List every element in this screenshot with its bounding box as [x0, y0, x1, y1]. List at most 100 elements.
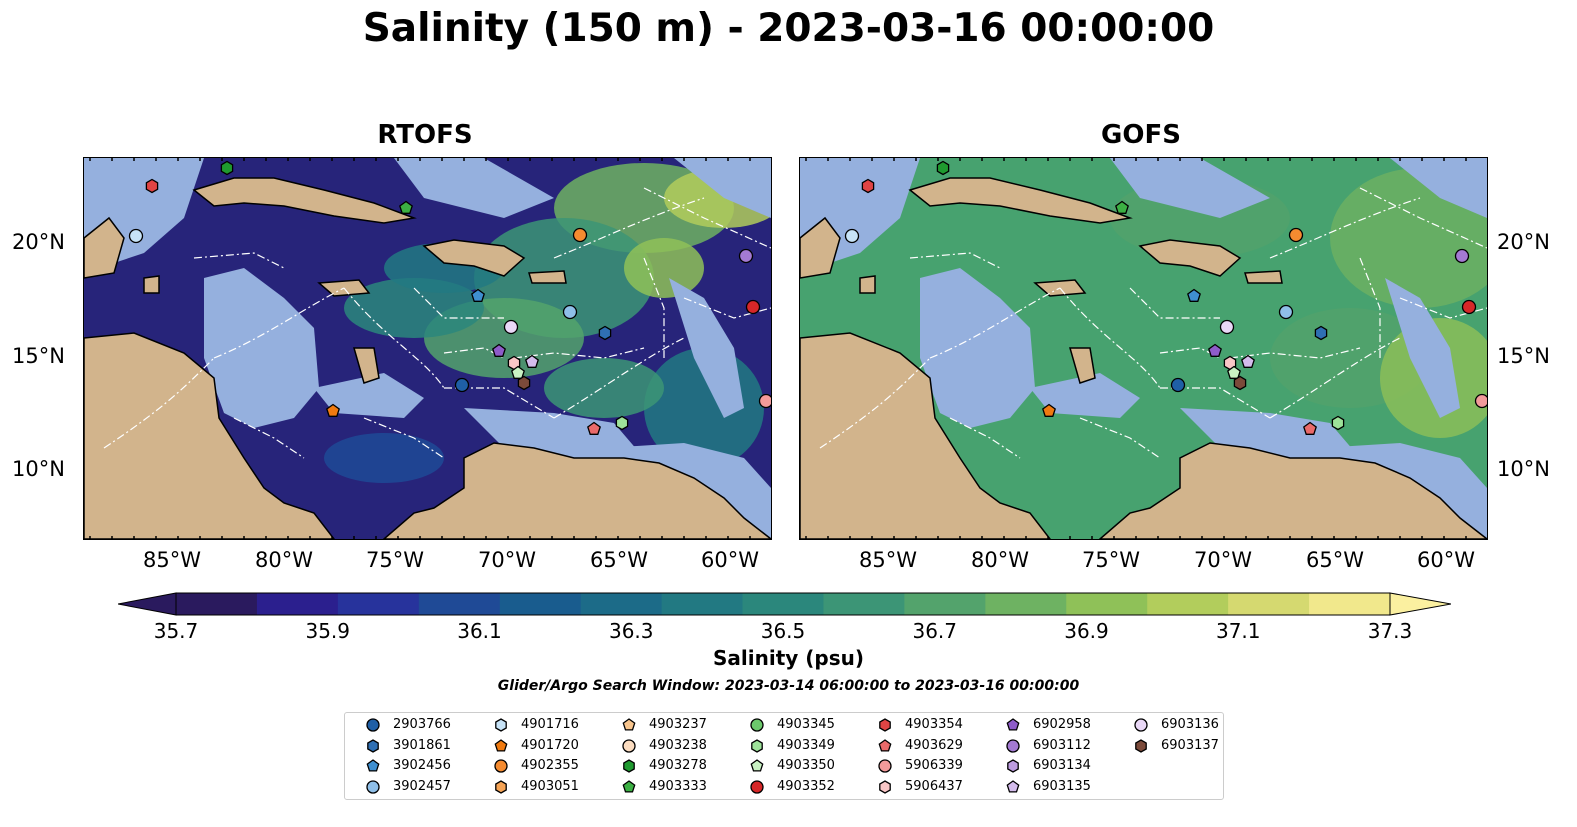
shelf-area — [1385, 278, 1460, 418]
eddy — [544, 358, 664, 418]
legend-marker-icon — [878, 738, 892, 752]
landmass — [84, 332, 335, 539]
legend-label: 6903135 — [1033, 778, 1091, 794]
platform-marker[interactable] — [745, 299, 761, 315]
platform-marker[interactable] — [517, 375, 531, 391]
legend-item: 4903629 — [875, 736, 995, 756]
colorbar-tick: 36.3 — [608, 619, 654, 643]
gofs-map[interactable] — [799, 157, 1488, 540]
legend-marker[interactable] — [366, 759, 380, 772]
legend-label: 4903333 — [649, 778, 707, 794]
legend-marker[interactable] — [879, 779, 891, 794]
platform-marker[interactable] — [492, 343, 506, 357]
legend-marker[interactable] — [1006, 738, 1020, 753]
legend-marker-icon — [750, 718, 764, 732]
legend-marker-icon — [366, 759, 380, 772]
legend-marker[interactable] — [878, 759, 892, 773]
platform-marker[interactable] — [128, 228, 144, 244]
shelf-area — [1110, 158, 1270, 218]
platform-marker[interactable] — [1314, 325, 1328, 341]
legend-marker[interactable] — [750, 718, 764, 732]
legend-marker-icon — [1006, 738, 1020, 753]
platform-marker[interactable] — [399, 200, 413, 214]
platform-marker[interactable] — [471, 288, 485, 302]
platform-marker[interactable] — [511, 365, 525, 379]
lon-label-left-75w: 75°W — [366, 548, 424, 572]
eez-boundary — [683, 297, 771, 319]
platform-marker[interactable] — [1187, 288, 1201, 302]
legend-marker[interactable] — [494, 738, 508, 752]
legend-marker[interactable] — [878, 738, 892, 752]
legend-item: 2903766 — [363, 715, 483, 735]
platform-marker[interactable] — [1241, 354, 1255, 368]
legend-item: 5906437 — [875, 777, 995, 797]
platform-marker[interactable] — [1278, 304, 1294, 320]
eddy — [344, 278, 484, 338]
platform-marker[interactable] — [503, 319, 519, 335]
platform-marker[interactable] — [145, 178, 159, 194]
legend-marker[interactable] — [751, 738, 763, 753]
legend-marker[interactable] — [1006, 779, 1020, 793]
platform-marker[interactable] — [1233, 375, 1247, 391]
legend-marker[interactable] — [879, 718, 891, 732]
platform-marker[interactable] — [1454, 248, 1470, 264]
platform-marker[interactable] — [844, 228, 860, 244]
legend-label: 6902958 — [1033, 717, 1091, 732]
legend-marker[interactable] — [495, 779, 507, 794]
platform-marker[interactable] — [1474, 393, 1488, 409]
platform-marker[interactable] — [615, 415, 629, 431]
platform-marker[interactable] — [525, 354, 539, 368]
legend-marker[interactable] — [1006, 718, 1020, 731]
legend-marker[interactable] — [622, 738, 636, 753]
legend-marker[interactable] — [494, 759, 508, 773]
eez-boundary — [819, 357, 931, 449]
legend-marker-icon — [1006, 779, 1020, 793]
legend-marker[interactable] — [1007, 759, 1019, 773]
platform-marker[interactable] — [936, 160, 950, 176]
legend-marker[interactable] — [622, 718, 636, 731]
legend-label: 3902456 — [393, 758, 451, 773]
platform-marker[interactable] — [1303, 421, 1317, 435]
platform-marker[interactable] — [738, 248, 754, 264]
rtofs-map[interactable] — [83, 157, 772, 540]
platform-marker[interactable] — [1115, 200, 1129, 214]
colorbar-tick: 37.3 — [1367, 619, 1413, 643]
platform-marker[interactable] — [758, 393, 772, 409]
legend-marker-icon — [623, 759, 635, 773]
platform-marker[interactable] — [861, 178, 875, 194]
platform-marker[interactable] — [454, 377, 470, 393]
platform-marker[interactable] — [1219, 319, 1235, 335]
platform-marker[interactable] — [1331, 415, 1345, 431]
lon-label-left-65w: 65°W — [590, 548, 648, 572]
platform-marker[interactable] — [1461, 299, 1477, 315]
legend-marker[interactable] — [366, 718, 380, 732]
legend-marker[interactable] — [367, 738, 379, 753]
platform-marker[interactable] — [1170, 377, 1186, 393]
legend-marker[interactable] — [622, 779, 636, 793]
platform-marker[interactable] — [220, 160, 234, 176]
legend-marker[interactable] — [750, 779, 764, 794]
colorbar-tick: 37.1 — [1215, 619, 1261, 643]
legend-marker[interactable] — [750, 759, 764, 772]
platform-marker[interactable] — [1208, 343, 1222, 357]
legend-marker[interactable] — [366, 779, 380, 794]
platform-marker[interactable] — [326, 403, 340, 417]
legend-marker[interactable] — [1134, 718, 1148, 732]
legend-marker[interactable] — [495, 718, 507, 732]
legend-marker-icon — [495, 718, 507, 732]
platform-marker[interactable] — [1227, 365, 1241, 379]
platform-marker[interactable] — [1288, 227, 1304, 243]
legend-marker-icon — [494, 738, 508, 752]
platform-marker[interactable] — [572, 227, 588, 243]
legend-marker[interactable] — [1135, 738, 1147, 753]
colorbar-bin — [823, 593, 905, 615]
platform-marker[interactable] — [1042, 403, 1056, 417]
platform-marker[interactable] — [562, 304, 578, 320]
colorbar-tick: 36.5 — [760, 619, 806, 643]
eez-boundary — [1079, 417, 1161, 459]
legend-marker[interactable] — [623, 759, 635, 773]
landmass — [353, 347, 380, 384]
platform-marker[interactable] — [598, 325, 612, 341]
platform-marker[interactable] — [587, 421, 601, 435]
legend-item: 4903051 — [491, 777, 611, 797]
